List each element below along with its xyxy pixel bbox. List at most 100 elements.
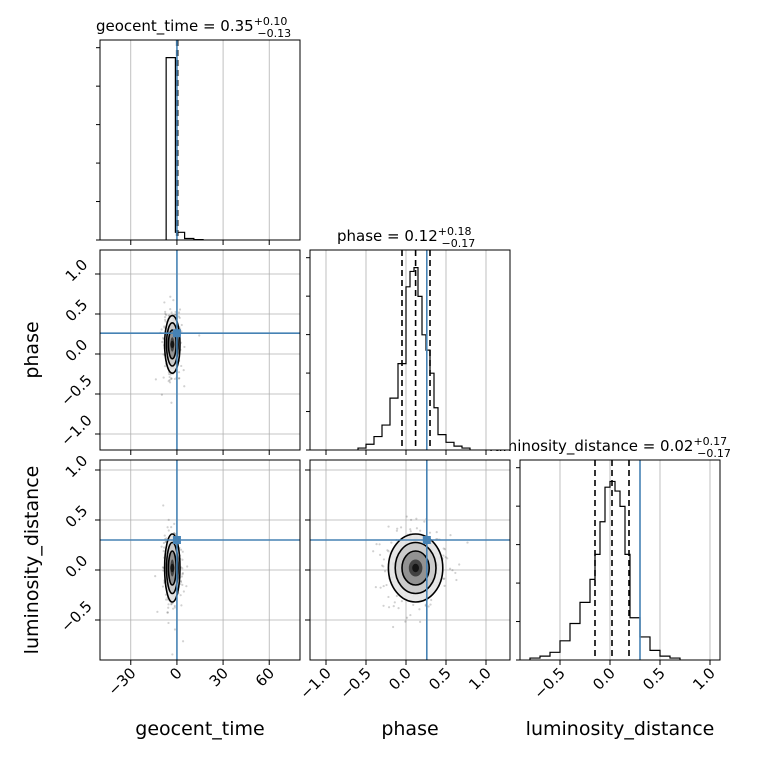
scatter-point bbox=[412, 603, 415, 607]
scatter-point bbox=[382, 604, 385, 607]
panel-border bbox=[99, 39, 301, 241]
x-tick-label: −1.0 bbox=[296, 664, 334, 702]
scatter-point bbox=[430, 598, 433, 602]
scatter-point bbox=[162, 353, 165, 356]
scatter-point bbox=[179, 594, 182, 597]
scatter-point bbox=[415, 517, 418, 520]
contour bbox=[165, 541, 179, 595]
scatter-point bbox=[405, 616, 409, 619]
scatter-point bbox=[183, 345, 186, 349]
scatter-point bbox=[449, 567, 452, 570]
scatter-point bbox=[379, 586, 382, 589]
hist-step bbox=[357, 267, 471, 450]
scatter-point bbox=[164, 310, 167, 313]
hist-panel-phase bbox=[306, 249, 511, 455]
scatter-point bbox=[166, 611, 170, 614]
scatter-point bbox=[179, 548, 183, 551]
scatter-point bbox=[177, 315, 180, 318]
x-tick-label: 0.0 bbox=[385, 664, 415, 694]
scatter-point bbox=[466, 541, 469, 544]
pair-panel-luminosity-distance-vs-geocent-time: −30 0 30 60 −0.5 0.0 0.5 1.0 bbox=[57, 452, 301, 699]
scatter-point bbox=[169, 308, 172, 311]
scatter-point bbox=[442, 547, 445, 550]
scatter-point bbox=[167, 314, 170, 317]
scatter-point bbox=[405, 515, 408, 518]
scatter-point bbox=[161, 566, 164, 569]
scatter-point bbox=[167, 606, 170, 609]
scatter-point bbox=[170, 311, 173, 314]
truth-marker bbox=[172, 536, 181, 544]
scatter-point bbox=[168, 375, 171, 379]
scatter-point bbox=[423, 520, 426, 523]
scatter-point bbox=[163, 546, 166, 549]
scatter-point bbox=[458, 563, 461, 566]
scatter-point bbox=[181, 640, 185, 643]
ylabel-phase: phase bbox=[21, 321, 43, 378]
scatter-point bbox=[386, 549, 389, 552]
y-tick-label: 0.0 bbox=[62, 552, 92, 582]
scatter-point bbox=[198, 334, 201, 337]
scatter-point bbox=[178, 376, 181, 380]
scatter-point bbox=[392, 605, 395, 608]
scatter-point bbox=[178, 316, 181, 319]
scatter-point bbox=[170, 377, 173, 380]
scatter-point bbox=[382, 584, 385, 588]
scatter-point bbox=[395, 529, 398, 532]
scatter-point bbox=[451, 569, 454, 572]
scatter-point bbox=[174, 310, 177, 314]
scatter-point bbox=[165, 314, 168, 317]
xlabel-geocent-time: geocent_time bbox=[135, 718, 264, 740]
scatter-point bbox=[182, 369, 185, 372]
scatter-point bbox=[181, 571, 184, 575]
scatter-point bbox=[375, 543, 378, 546]
scatter-point bbox=[455, 578, 458, 582]
panels: −0.5 0.0 0.5 1.0−1.0−0.50.00.51.0−30 0 30 60−0… bbox=[57, 39, 721, 703]
scatter-point bbox=[167, 518, 170, 521]
scatter-point bbox=[400, 599, 403, 603]
scatter-point bbox=[167, 621, 170, 625]
scatter-point bbox=[169, 295, 172, 298]
density-level bbox=[170, 563, 175, 573]
panel-border bbox=[99, 249, 301, 451]
scatter-point bbox=[163, 301, 166, 304]
scatter-point bbox=[163, 534, 166, 537]
scatter-point bbox=[164, 593, 168, 596]
scatter-point bbox=[163, 316, 167, 319]
xlabel-luminosity-distance: luminosity_distance bbox=[526, 718, 715, 740]
title-phase: phase = 0.12+0.18 −0.17 bbox=[337, 225, 475, 250]
scatter-point bbox=[415, 527, 419, 530]
scatter-point bbox=[168, 381, 172, 384]
scatter-point bbox=[442, 577, 445, 580]
scatter-point bbox=[156, 610, 159, 613]
scatter-point bbox=[167, 603, 170, 606]
hist-panel-geocent_time bbox=[96, 39, 301, 245]
scatter-point bbox=[443, 548, 446, 551]
scatter-point bbox=[180, 575, 183, 578]
scatter-point bbox=[182, 590, 185, 593]
scatter-point bbox=[429, 603, 432, 606]
scatter-point bbox=[161, 340, 164, 344]
scatter-point bbox=[387, 525, 390, 528]
x-tick-label: 0.0 bbox=[589, 664, 619, 694]
scatter-point bbox=[449, 534, 452, 537]
scatter-point bbox=[404, 620, 407, 623]
scatter-point bbox=[181, 550, 184, 553]
scatter-point bbox=[399, 526, 403, 529]
scatter-point bbox=[170, 401, 173, 404]
scatter-point bbox=[186, 565, 189, 568]
scatter-point bbox=[396, 527, 399, 530]
scatter-point bbox=[180, 323, 183, 327]
scatter-point bbox=[171, 653, 174, 656]
scatter-point bbox=[395, 594, 398, 598]
panel-border bbox=[309, 249, 511, 451]
scatter-point bbox=[382, 565, 385, 568]
truth-marker bbox=[172, 329, 181, 338]
density-level bbox=[170, 340, 175, 348]
scatter-point bbox=[167, 380, 170, 383]
density-level bbox=[412, 563, 419, 573]
scatter-point bbox=[378, 543, 381, 546]
scatter-point bbox=[409, 613, 412, 617]
hist-panel-luminosity_distance: −0.5 0.0 0.5 1.0 bbox=[516, 459, 721, 703]
title-luminosity-distance: luminosity_distance = 0.02+0.17 −0.17 bbox=[489, 435, 731, 460]
y-tick-label: −0.5 bbox=[57, 371, 95, 409]
